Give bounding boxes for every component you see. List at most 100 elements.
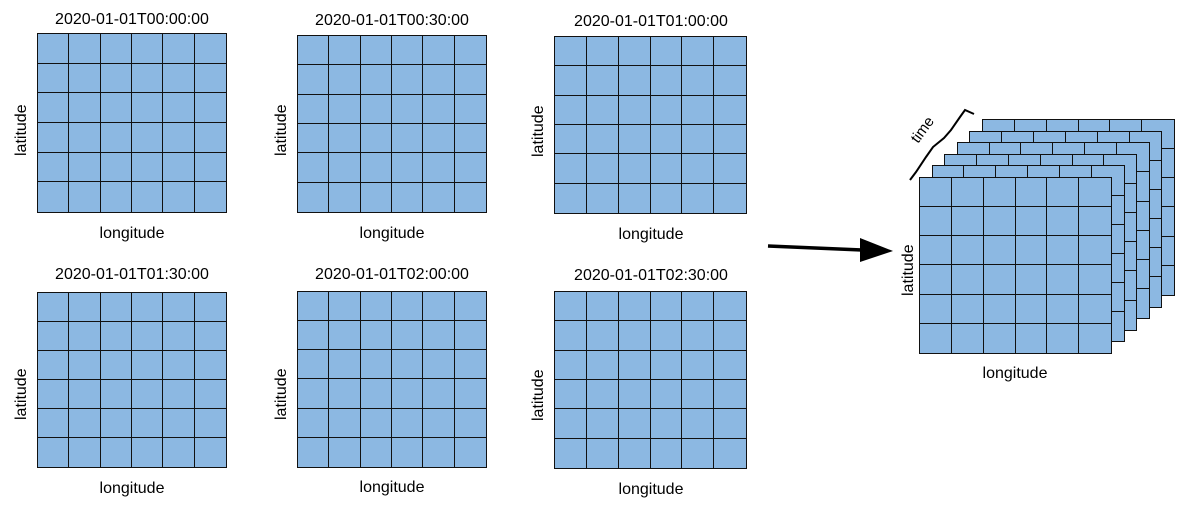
grid-cell bbox=[555, 321, 587, 351]
grid-cell bbox=[682, 380, 715, 410]
grid-cell bbox=[650, 183, 683, 213]
grid-cell bbox=[194, 351, 226, 380]
grid-cell bbox=[132, 293, 164, 322]
grid-cell bbox=[714, 380, 746, 410]
grid-cell bbox=[423, 124, 455, 154]
grid-cell bbox=[69, 438, 101, 467]
grid-cell bbox=[983, 207, 1016, 237]
grid-cell bbox=[951, 236, 984, 266]
cube-layer bbox=[919, 177, 1112, 354]
grid-cell bbox=[586, 409, 619, 439]
grid-cell bbox=[132, 351, 164, 380]
grid-cell bbox=[983, 236, 1016, 266]
grid-cell bbox=[1079, 178, 1111, 208]
grid-cell bbox=[714, 154, 746, 184]
grid-cell bbox=[298, 379, 330, 409]
grid-cell bbox=[1015, 207, 1048, 237]
grid-cell bbox=[100, 122, 132, 153]
grid-cell bbox=[555, 95, 587, 125]
grid-cell bbox=[454, 65, 486, 95]
grid-cell bbox=[1047, 236, 1080, 266]
grid-cell bbox=[298, 36, 330, 66]
grid-cell bbox=[360, 437, 392, 467]
grid-cell bbox=[650, 409, 683, 439]
grid-cell bbox=[392, 321, 424, 351]
grid-cell bbox=[100, 182, 132, 212]
grid-cell bbox=[555, 409, 587, 439]
grid-cell bbox=[983, 294, 1016, 324]
grid-cell bbox=[392, 350, 424, 380]
grid-cell bbox=[1015, 178, 1048, 208]
grid-cell bbox=[682, 37, 715, 67]
grid-cell bbox=[983, 323, 1016, 353]
grid-cell bbox=[163, 322, 195, 351]
grid-cell bbox=[194, 380, 226, 409]
grid-cell bbox=[650, 438, 683, 468]
grid-cell bbox=[100, 409, 132, 438]
grid-cell bbox=[163, 34, 195, 64]
grid-cell bbox=[650, 95, 683, 125]
grid-cell bbox=[38, 438, 70, 467]
grid-cell bbox=[714, 183, 746, 213]
grid-cell bbox=[100, 322, 132, 351]
grid-cell bbox=[951, 178, 984, 208]
grid-cell bbox=[423, 292, 455, 322]
grid-cell bbox=[714, 321, 746, 351]
grid-cell bbox=[392, 124, 424, 154]
grid-cell bbox=[163, 380, 195, 409]
grid-cell bbox=[682, 154, 715, 184]
grid-cell bbox=[423, 94, 455, 124]
time-label: time bbox=[907, 113, 937, 146]
grid-cell bbox=[69, 122, 101, 153]
grid-cell bbox=[194, 409, 226, 438]
grid-cell bbox=[920, 178, 952, 208]
grid-cell bbox=[423, 408, 455, 438]
grid-cell bbox=[360, 292, 392, 322]
grid-cell bbox=[586, 37, 619, 67]
grid-cell bbox=[555, 350, 587, 380]
grid-cell bbox=[69, 322, 101, 351]
grid-cell bbox=[1079, 265, 1111, 295]
grid-cell bbox=[423, 182, 455, 212]
grid-cell bbox=[920, 294, 952, 324]
grid-cell bbox=[163, 63, 195, 94]
grid-cell bbox=[1047, 207, 1080, 237]
grid-cell bbox=[1047, 265, 1080, 295]
grid-cell bbox=[618, 321, 651, 351]
grid-cell bbox=[38, 34, 70, 64]
grid-cell bbox=[454, 321, 486, 351]
grid-cell bbox=[454, 379, 486, 409]
panel-longitude-label: longitude bbox=[618, 481, 684, 498]
grid-cell bbox=[360, 182, 392, 212]
grid-cell bbox=[69, 293, 101, 322]
grid-cell bbox=[920, 265, 952, 295]
grid-cell bbox=[423, 36, 455, 66]
grid-cell bbox=[38, 63, 70, 94]
grid-cell bbox=[100, 34, 132, 64]
grid-cell bbox=[163, 152, 195, 183]
panel-timestamp: 2020-01-01T01:30:00 bbox=[55, 266, 209, 283]
grid-cell bbox=[163, 293, 195, 322]
grid-cell bbox=[329, 182, 361, 212]
grid-cell bbox=[69, 182, 101, 212]
grid-cell bbox=[360, 36, 392, 66]
grid-cell bbox=[682, 321, 715, 351]
grid-cell bbox=[392, 153, 424, 183]
grid-cell bbox=[38, 93, 70, 123]
grid-cell bbox=[360, 321, 392, 351]
grid-cell bbox=[555, 66, 587, 96]
grid-cell bbox=[194, 63, 226, 94]
grid-cell bbox=[650, 154, 683, 184]
grid-cell bbox=[360, 153, 392, 183]
grid-cell bbox=[329, 379, 361, 409]
grid-cell bbox=[951, 323, 984, 353]
grid-cell bbox=[650, 125, 683, 155]
grid-cell bbox=[360, 350, 392, 380]
grid-cell bbox=[555, 125, 587, 155]
grid-cell bbox=[650, 321, 683, 351]
grid-cell bbox=[714, 292, 746, 322]
grid-cell bbox=[38, 293, 70, 322]
grid-cell bbox=[1047, 294, 1080, 324]
grid-cell bbox=[298, 182, 330, 212]
